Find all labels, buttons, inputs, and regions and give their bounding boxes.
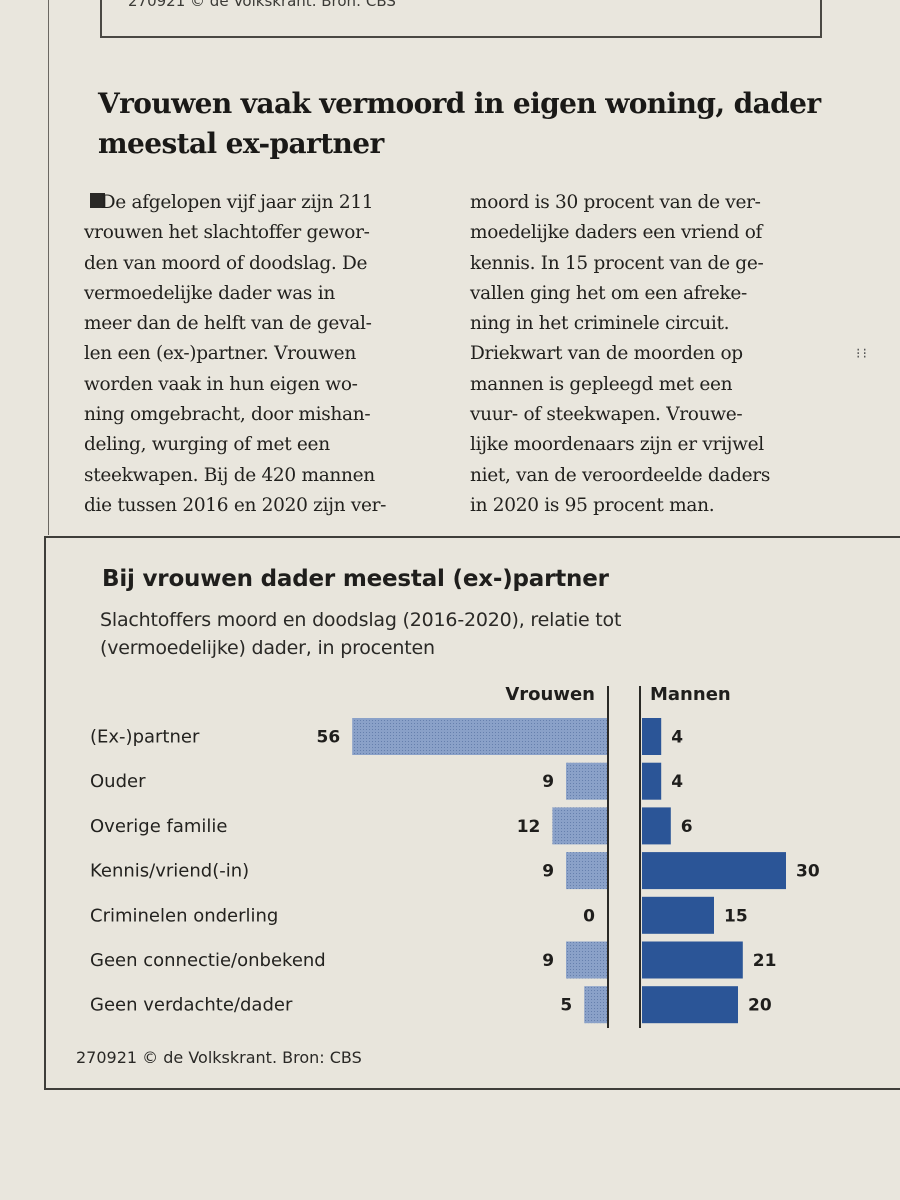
body-line: De afgelopen vijf jaar zijn 211 — [84, 192, 374, 213]
article-body-right-column: moord is 30 procent van de ver- moedelij… — [470, 188, 770, 521]
category-label: Geen verdachte/dader — [90, 995, 293, 1016]
body-line: kennis. In 15 procent van de ge- — [470, 252, 764, 274]
bar-mannen — [642, 762, 662, 800]
bar-vrouwen — [566, 941, 607, 979]
value-label-mannen: 21 — [753, 951, 777, 971]
previous-graphic-frame — [100, 0, 822, 38]
bar-vrouwen — [566, 852, 607, 890]
value-label-mannen: 15 — [724, 906, 748, 926]
category-label: Criminelen onderling — [90, 905, 278, 926]
body-line: moedelijke daders een vriend of — [470, 222, 763, 244]
body-line: die tussen 2016 en 2020 zijn ver- — [84, 494, 387, 516]
value-label-vrouwen: 0 — [583, 906, 595, 926]
value-label-vrouwen: 5 — [560, 996, 572, 1016]
bar-vrouwen — [566, 762, 607, 800]
chart-subtitle: Slachtoffers moord en doodslag (2016-202… — [100, 606, 720, 662]
category-label: Ouder — [90, 771, 146, 792]
body-line: in 2020 is 95 procent man. — [470, 494, 715, 516]
value-label-mannen: 4 — [671, 772, 683, 792]
series-header-vrouwen: Vrouwen — [505, 684, 595, 705]
paragraph-bullet-icon — [90, 193, 105, 208]
chart-subtitle-line: Slachtoffers moord en doodslag (2016-202… — [100, 609, 622, 631]
column-rule — [48, 0, 49, 535]
series-header-mannen: Mannen — [650, 684, 731, 705]
bar-mannen — [642, 896, 714, 934]
body-line: vrouwen het slachtoffer gewor- — [84, 222, 370, 244]
body-line: len een (ex-)partner. Vrouwen — [84, 343, 356, 365]
body-line: moord is 30 procent van de ver- — [470, 192, 761, 213]
bar-mannen — [642, 718, 662, 755]
body-line: worden vaak in hun eigen wo- — [84, 373, 358, 395]
value-label-vrouwen: 56 — [317, 728, 341, 748]
value-label-mannen: 6 — [681, 817, 693, 837]
bar-mannen — [642, 986, 738, 1024]
value-label-vrouwen: 12 — [517, 817, 541, 837]
body-line: meer dan de helft van de geval- — [84, 313, 372, 335]
value-label-mannen: 30 — [796, 862, 820, 882]
bar-mannen — [642, 807, 671, 845]
bar-vrouwen — [584, 986, 607, 1024]
body-line: deling, wurging of met een — [84, 434, 330, 456]
body-line: vuur- of steekwapen. Vrouwe- — [470, 404, 743, 426]
value-label-vrouwen: 9 — [542, 772, 554, 792]
value-label-mannen: 4 — [671, 728, 683, 748]
body-line: steekwapen. Bij de 420 mannen — [84, 464, 375, 486]
value-label-mannen: 20 — [748, 996, 772, 1016]
previous-graphic-credit: 270921 © de Volkskrant. Bron: CBS — [128, 0, 396, 10]
category-label: Kennis/vriend(-in) — [90, 861, 249, 882]
body-line: niet, van de veroordeelde daders — [470, 464, 771, 486]
chart-source: 270921 © de Volkskrant. Bron: CBS — [76, 1048, 362, 1067]
category-label: Geen connectie/onbekend — [90, 950, 326, 971]
chart-frame — [44, 536, 900, 1090]
body-line: vallen ging het om een afreke- — [470, 282, 747, 304]
body-line: ning omgebracht, door mishan- — [84, 404, 371, 426]
article-body-left-column: De afgelopen vijf jaar zijn 211 vrouwen … — [84, 188, 386, 521]
bar-vrouwen — [552, 807, 607, 845]
body-line: lijke moordenaars zijn er vrijwel — [470, 434, 764, 456]
body-line: ning in het criminele circuit. — [470, 313, 730, 335]
body-line: den van moord of doodslag. De — [84, 252, 368, 274]
bar-mannen — [642, 852, 786, 890]
body-line: mannen is gepleegd met een — [470, 373, 733, 395]
chart-title: Bij vrouwen dader meestal (ex-)partner — [102, 566, 609, 592]
bar-vrouwen — [352, 718, 607, 755]
body-line: Driekwart van de moorden op — [470, 343, 743, 365]
body-line: vermoedelijke dader was in — [84, 282, 335, 304]
category-label: Overige familie — [90, 816, 228, 837]
margin-dots: ⁝⁝ — [856, 346, 869, 362]
chart-subtitle-line: (vermoedelijke) dader, in procenten — [100, 637, 435, 659]
value-label-vrouwen: 9 — [542, 862, 554, 882]
category-label: (Ex-)partner — [90, 727, 200, 748]
bar-mannen — [642, 941, 743, 979]
value-label-vrouwen: 9 — [542, 951, 554, 971]
article-headline: Vrouwen vaak vermoord in eigen woning, d… — [98, 87, 821, 160]
